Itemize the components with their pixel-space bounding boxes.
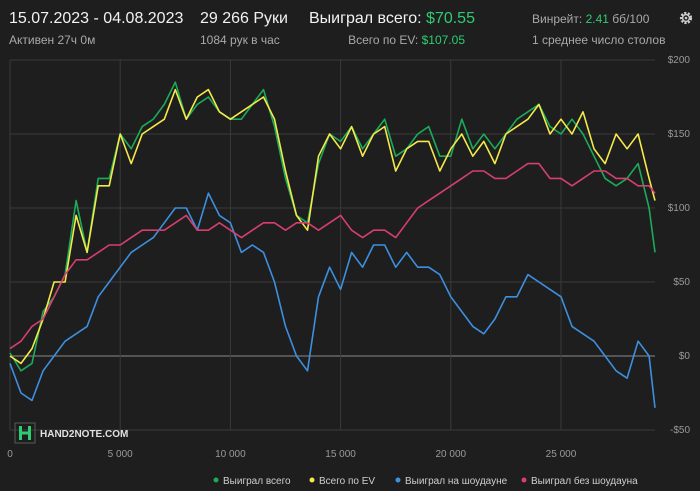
x-tick-label: 20 000	[435, 449, 466, 460]
legend-swatch	[309, 477, 315, 483]
x-tick-label: 0	[7, 449, 13, 460]
series-line-2	[9, 192, 656, 408]
y-tick-label: $200	[668, 55, 691, 66]
won-label: Выиграл всего:	[309, 10, 422, 27]
logo-text: HAND2NOTE.COM	[40, 429, 128, 440]
logo-bar-mid	[19, 431, 31, 435]
y-tick-label: $50	[673, 277, 690, 288]
grid	[9, 59, 655, 431]
legend-item[interactable]: Выиграл без шоудауна	[521, 475, 639, 487]
winrate-label: Винрейт:	[532, 12, 583, 26]
winrate: Винрейт: 2.41 бб/100	[532, 12, 649, 26]
series-line-0	[9, 81, 656, 372]
ev-value: $107.05	[421, 33, 465, 47]
y-tick-label: $0	[679, 351, 691, 362]
x-tick-label: 10 000	[215, 449, 246, 460]
y-axis-ticks: $200 $150 $100 $50 $0 -$50	[668, 55, 691, 436]
hand2note-logo: HAND2NOTE.COM	[14, 422, 128, 444]
hands-count: 29 266 Руки	[200, 10, 288, 27]
x-axis-ticks: 0 5 000 10 000 15 000 20 000 25 000	[7, 449, 576, 460]
hands-per-hour: 1084 рук в час	[200, 33, 280, 47]
legend-swatch	[521, 477, 527, 483]
x-tick-label: 5 000	[108, 449, 133, 460]
x-tick-label: 25 000	[546, 449, 577, 460]
legend-label: Выиграл на шоудауне	[405, 476, 508, 487]
series-line-3	[9, 162, 656, 350]
legend-item[interactable]: Выиграл на шоудауне	[395, 476, 508, 487]
legend: Выиграл всего Всего по EV Выиграл на шоуда…	[213, 475, 639, 487]
legend-label: Выиграл всего	[223, 476, 291, 487]
x-tick-label: 15 000	[325, 449, 356, 460]
ev-total: Всего по EV: $107.05	[348, 33, 465, 47]
logo-frame	[14, 422, 36, 444]
legend-item[interactable]: Всего по EV	[309, 476, 376, 487]
y-tick-label: $150	[668, 129, 691, 140]
date-range: 15.07.2023 - 04.08.2023	[9, 10, 184, 27]
y-tick-label: $100	[668, 203, 691, 214]
legend-swatch	[395, 477, 401, 483]
gear-icon[interactable]	[678, 10, 694, 26]
series-lines	[9, 81, 656, 408]
legend-swatch	[213, 477, 219, 483]
stats-header: 15.07.2023 - 04.08.2023 Активен 27ч 0м 2…	[0, 0, 700, 56]
winrate-unit: бб/100	[612, 12, 650, 26]
legend-label: Всего по EV	[319, 476, 375, 487]
ev-label: Всего по EV:	[348, 33, 419, 47]
won-total: Выиграл всего: $70.55	[309, 10, 475, 28]
won-value: $70.55	[426, 10, 475, 27]
y-tick-label: -$50	[670, 425, 690, 436]
avg-tables: 1 среднее число столов	[532, 33, 666, 47]
legend-label: Выиграл без шоудауна	[531, 475, 638, 487]
winrate-value: 2.41	[585, 12, 609, 26]
legend-item[interactable]: Выиграл всего	[213, 476, 292, 487]
active-time: Активен 27ч 0м	[9, 33, 96, 47]
series-line-1	[9, 88, 656, 365]
